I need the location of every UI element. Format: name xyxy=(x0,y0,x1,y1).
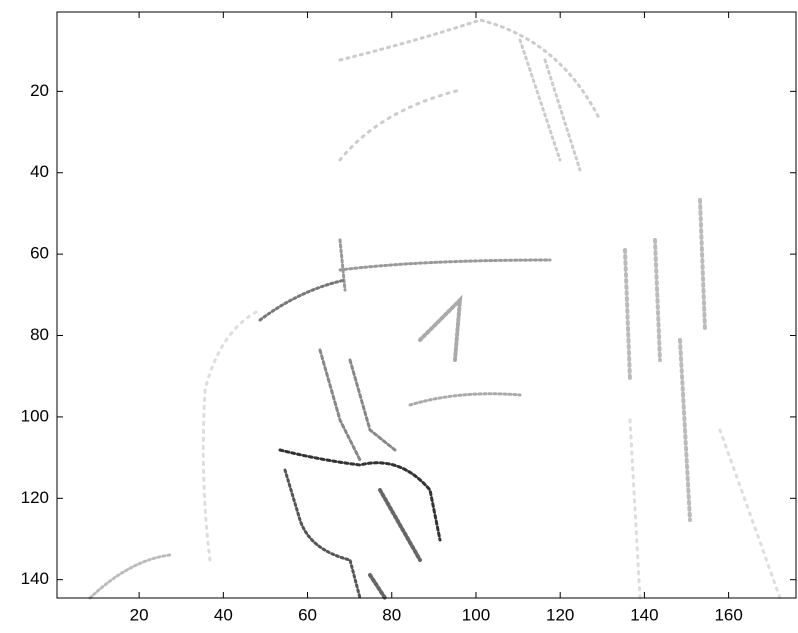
x-tick-label: 140 xyxy=(630,605,658,624)
y-tick-label: 80 xyxy=(30,325,49,344)
chin-edge xyxy=(283,468,362,600)
y-tick-label: 140 xyxy=(21,569,49,588)
x-tick-label: 80 xyxy=(382,605,401,624)
x-tick-label: 160 xyxy=(714,605,742,624)
hair-edge xyxy=(518,38,582,172)
mouth-edge xyxy=(278,448,442,542)
y-tick-label: 60 xyxy=(30,244,49,263)
cheek-edge xyxy=(408,392,522,407)
y-tick-label: 20 xyxy=(30,81,49,100)
nose-edge xyxy=(318,348,397,462)
x-tick-label: 60 xyxy=(298,605,317,624)
brow-edge xyxy=(338,238,552,292)
image-sketch xyxy=(88,18,782,600)
x-tick-label: 40 xyxy=(214,605,233,624)
hair-edge xyxy=(623,198,707,522)
hair-edge xyxy=(628,418,782,600)
shoulder-edge xyxy=(88,553,172,600)
hair-edge xyxy=(338,18,602,122)
x-tick-label: 20 xyxy=(130,605,149,624)
face-edge xyxy=(201,308,262,562)
neck-edge xyxy=(368,488,422,600)
x-tick-label: 120 xyxy=(546,605,574,624)
hair-edge xyxy=(338,88,462,162)
y-tick-label: 120 xyxy=(21,488,49,507)
eye-edge xyxy=(258,278,347,322)
y-tick-label: 40 xyxy=(30,162,49,181)
eye-edge xyxy=(418,294,463,362)
x-tick-label: 100 xyxy=(462,605,490,624)
y-tick-label: 100 xyxy=(21,406,49,425)
axes-box xyxy=(56,11,797,599)
